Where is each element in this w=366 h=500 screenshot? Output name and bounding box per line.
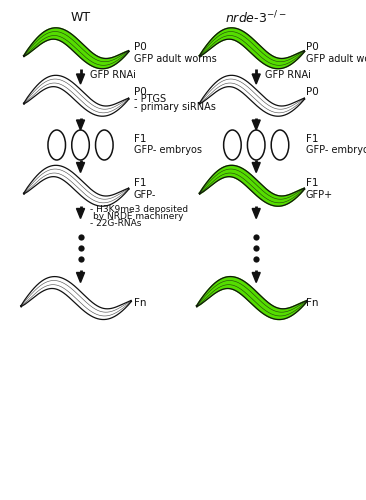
Text: F1: F1 bbox=[306, 178, 318, 188]
Text: GFP- embryos: GFP- embryos bbox=[134, 145, 202, 155]
Text: P0: P0 bbox=[306, 42, 318, 52]
Polygon shape bbox=[76, 74, 85, 84]
Polygon shape bbox=[199, 166, 305, 206]
Text: GFP+: GFP+ bbox=[306, 190, 333, 200]
Text: - PTGS: - PTGS bbox=[134, 94, 166, 104]
Text: GFP RNAi: GFP RNAi bbox=[265, 70, 311, 81]
Polygon shape bbox=[76, 208, 85, 218]
Text: - primary siRNAs: - primary siRNAs bbox=[134, 102, 216, 112]
Ellipse shape bbox=[96, 130, 113, 160]
Text: by NRDE machinery: by NRDE machinery bbox=[93, 212, 184, 221]
Polygon shape bbox=[23, 166, 129, 206]
Text: - H3K9me3 deposited: - H3K9me3 deposited bbox=[90, 205, 188, 214]
Text: GFP adult worms: GFP adult worms bbox=[134, 54, 216, 64]
Text: $\it{nrde}$-$\it{3}^{-/-}$: $\it{nrde}$-$\it{3}^{-/-}$ bbox=[225, 9, 287, 26]
Text: GFP adult worms: GFP adult worms bbox=[306, 54, 366, 64]
Polygon shape bbox=[23, 28, 129, 68]
Text: F1: F1 bbox=[306, 134, 318, 144]
Polygon shape bbox=[76, 272, 85, 282]
Text: Fn: Fn bbox=[306, 298, 318, 308]
Polygon shape bbox=[199, 28, 305, 68]
Text: P0: P0 bbox=[134, 87, 146, 97]
Polygon shape bbox=[252, 208, 260, 218]
Polygon shape bbox=[199, 76, 305, 116]
Text: WT: WT bbox=[71, 11, 90, 24]
Ellipse shape bbox=[48, 130, 66, 160]
Text: P0: P0 bbox=[134, 42, 146, 52]
Polygon shape bbox=[252, 120, 260, 130]
Text: GFP RNAi: GFP RNAi bbox=[90, 70, 135, 81]
Ellipse shape bbox=[72, 130, 89, 160]
Polygon shape bbox=[252, 74, 260, 84]
Polygon shape bbox=[197, 276, 307, 320]
Ellipse shape bbox=[247, 130, 265, 160]
Text: GFP-: GFP- bbox=[134, 190, 156, 200]
Polygon shape bbox=[252, 162, 260, 172]
Polygon shape bbox=[76, 162, 85, 172]
Text: F1: F1 bbox=[134, 178, 146, 188]
Text: F1: F1 bbox=[134, 134, 146, 144]
Polygon shape bbox=[21, 276, 131, 320]
Polygon shape bbox=[23, 76, 129, 116]
Polygon shape bbox=[76, 120, 85, 130]
Text: - 22G-RNAs: - 22G-RNAs bbox=[90, 219, 141, 228]
Text: Fn: Fn bbox=[134, 298, 146, 308]
Text: P0: P0 bbox=[306, 87, 318, 97]
Polygon shape bbox=[252, 272, 260, 282]
Ellipse shape bbox=[224, 130, 241, 160]
Text: GFP- embryos: GFP- embryos bbox=[306, 145, 366, 155]
Ellipse shape bbox=[271, 130, 289, 160]
